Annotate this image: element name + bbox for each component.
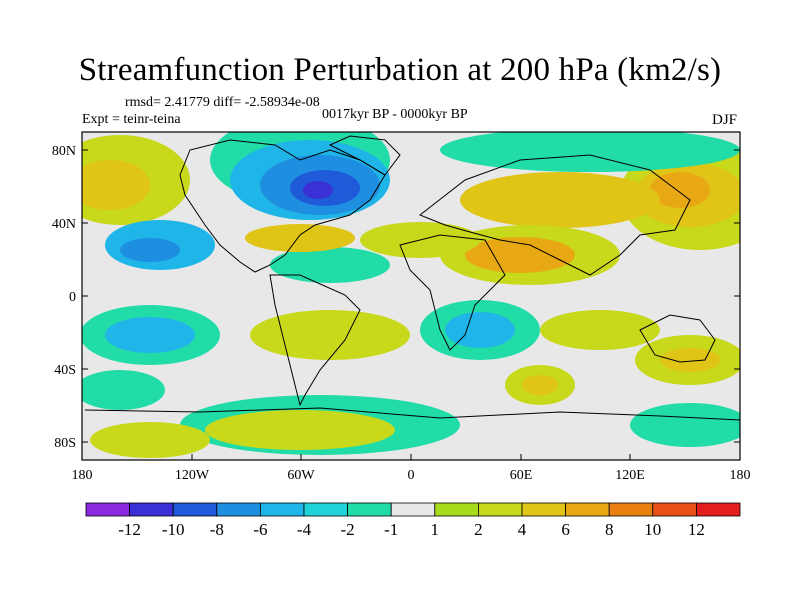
colorbar-label: 6 bbox=[561, 520, 570, 539]
colorbar-label: 8 bbox=[605, 520, 614, 539]
colorbar-label: 2 bbox=[474, 520, 483, 539]
lon-label-180w: 180 bbox=[72, 468, 93, 483]
colorbar-label: -1 bbox=[384, 520, 398, 539]
colorbar-swatch bbox=[216, 502, 261, 517]
experiment-label: Expt = teinr-teina bbox=[82, 112, 181, 127]
colorbar-label: 10 bbox=[644, 520, 661, 539]
colorbar-swatch bbox=[259, 502, 305, 517]
lon-label-0: 0 bbox=[408, 468, 415, 483]
lat-labels: 80N 40N 0 40S 80S bbox=[52, 144, 76, 451]
colorbar-label: -2 bbox=[341, 520, 355, 539]
colorbar-label: 1 bbox=[431, 520, 440, 539]
colorbar-swatch bbox=[434, 502, 479, 517]
colorbar-swatch bbox=[521, 502, 566, 517]
colorbar-swatch bbox=[129, 502, 174, 517]
coastlines bbox=[84, 135, 740, 421]
colorbar-label: -12 bbox=[118, 520, 141, 539]
colorbar-swatch bbox=[565, 502, 610, 517]
lon-label-180e: 180 bbox=[730, 468, 751, 483]
colorbar-swatches bbox=[85, 502, 741, 517]
period-label: 0017kyr BP - 0000kyr BP bbox=[322, 107, 468, 122]
colorbar-swatch bbox=[608, 502, 654, 517]
colorbar-label: -10 bbox=[162, 520, 185, 539]
colorbar: -12 -10 -8 -6 -4 -2 -1 1 2 4 6 8 10 12 bbox=[85, 502, 741, 539]
colorbar-swatch bbox=[696, 502, 741, 517]
colorbar-swatch bbox=[172, 502, 218, 517]
colorbar-swatch bbox=[652, 502, 697, 517]
colorbar-label: -6 bbox=[253, 520, 267, 539]
colorbar-label: -4 bbox=[297, 520, 312, 539]
colorbar-labels: -12 -10 -8 -6 -4 -2 -1 1 2 4 6 8 10 12 bbox=[118, 520, 705, 539]
lat-label-80n: 80N bbox=[52, 144, 76, 159]
lat-label-40n: 40N bbox=[52, 217, 76, 232]
colorbar-swatch bbox=[390, 502, 436, 517]
colorbar-swatch bbox=[347, 502, 392, 517]
contour-field bbox=[82, 132, 740, 460]
colorbar-label: 4 bbox=[518, 520, 527, 539]
map-title: Streamfunction Perturbation at 200 hPa (… bbox=[78, 52, 722, 88]
lon-label-60e: 60E bbox=[510, 468, 533, 483]
axis-ticks bbox=[81, 149, 741, 460]
colorbar-label: -8 bbox=[210, 520, 224, 539]
lon-labels: 180 120W 60W 0 60E 120E 180 bbox=[72, 468, 751, 483]
lon-label-60w: 60W bbox=[287, 468, 315, 483]
lat-label-40s: 40S bbox=[54, 363, 76, 378]
season-label: DJF bbox=[712, 112, 738, 128]
lat-label-eq: 0 bbox=[69, 290, 76, 305]
colorbar-swatch bbox=[477, 502, 523, 517]
colorbar-swatch bbox=[303, 502, 348, 517]
colorbar-label: 12 bbox=[688, 520, 705, 539]
lon-label-120e: 120E bbox=[615, 468, 645, 483]
stats-text: rmsd= 2.41779 diff= -2.58934e-08 bbox=[125, 95, 320, 110]
lat-label-80s: 80S bbox=[54, 436, 76, 451]
lon-label-120w: 120W bbox=[175, 468, 210, 483]
colorbar-swatch bbox=[85, 502, 130, 517]
